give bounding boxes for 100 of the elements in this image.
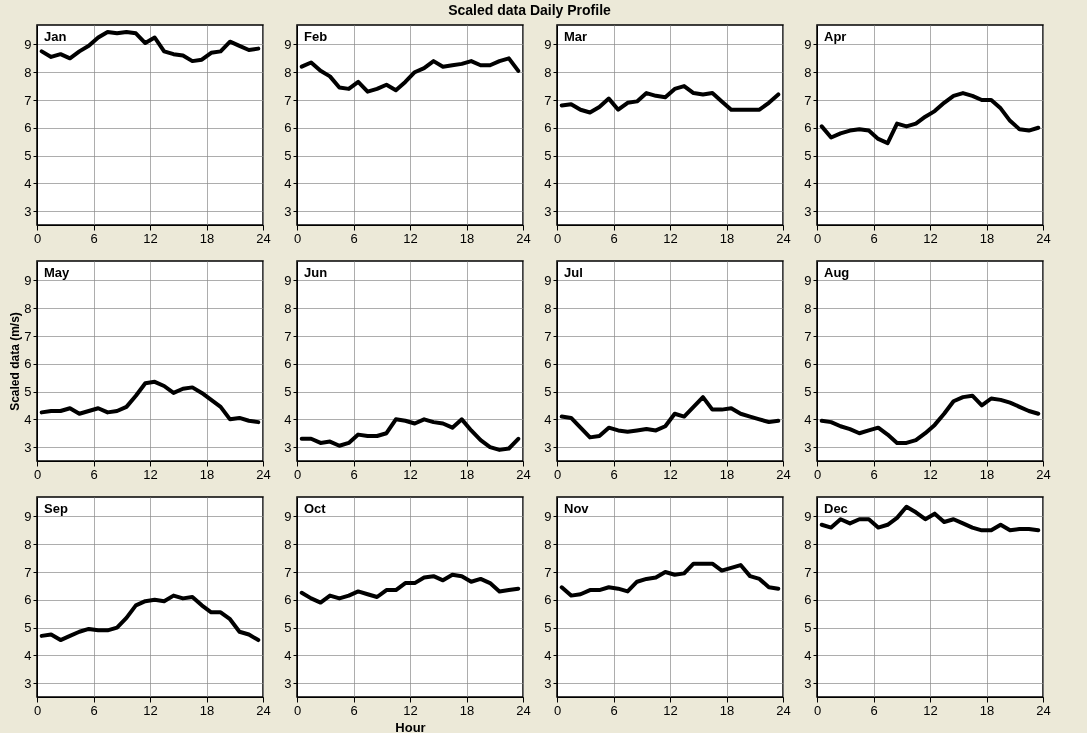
line-series — [559, 395, 781, 440]
y-tick-label: 5 — [284, 620, 292, 636]
y-tick-label: 4 — [24, 175, 32, 191]
x-tick-label: 6 — [870, 466, 878, 482]
x-tick-label: 18 — [979, 466, 995, 482]
chart-title: Sep — [44, 501, 68, 516]
chart-title: Jan — [44, 29, 67, 44]
y-tick-label: 9 — [284, 508, 292, 524]
y-tick-label: 4 — [284, 175, 292, 191]
y-tick-label: 5 — [544, 620, 552, 636]
y-tick-label: 7 — [544, 328, 552, 344]
chart-title: Mar — [564, 29, 588, 44]
y-tick-label: 8 — [24, 536, 32, 552]
x-tick-label: 6 — [350, 230, 358, 246]
y-tick-label: 4 — [544, 175, 552, 191]
y-tick-label: 4 — [804, 411, 812, 427]
y-tick-label: 7 — [544, 92, 552, 108]
y-tick-label: 8 — [284, 300, 292, 316]
x-tick-label: 12 — [663, 230, 678, 246]
y-tick-label: 4 — [804, 647, 812, 663]
x-axis-title: Hour — [395, 719, 426, 733]
y-tick-label: 9 — [24, 36, 32, 52]
y-tick-label: 6 — [544, 356, 552, 372]
y-tick-label: 5 — [544, 384, 552, 400]
y-tick-label: 4 — [284, 647, 292, 663]
x-tick-label: 6 — [350, 702, 358, 718]
y-tick-label: 3 — [24, 675, 32, 691]
chart-title: Apr — [824, 29, 847, 44]
x-tick-label: 24 — [1036, 230, 1051, 246]
line-series — [559, 561, 781, 598]
y-tick-label: 8 — [804, 64, 812, 80]
x-tick-label: 18 — [459, 230, 475, 246]
x-tick-label: 6 — [90, 702, 98, 718]
y-tick-label: 9 — [284, 272, 292, 288]
x-tick-label: 6 — [90, 466, 98, 482]
line-series — [39, 379, 261, 425]
y-tick-label: 9 — [804, 36, 812, 52]
y-tick-label: 7 — [284, 328, 292, 344]
x-tick-label: 12 — [663, 466, 678, 482]
y-tick-label: 4 — [804, 175, 812, 191]
line-series — [819, 91, 1041, 146]
y-tick-label: 9 — [544, 508, 552, 524]
y-tick-label: 6 — [804, 120, 812, 136]
text: Scaled data Daily Profile — [448, 2, 612, 19]
y-tick-label: 7 — [804, 564, 812, 580]
x-tick-label: 24 — [1036, 702, 1051, 718]
x-tick-label: 12 — [143, 702, 158, 718]
y-tick-label: 3 — [284, 439, 292, 455]
y-tick-label: 6 — [24, 356, 32, 372]
y-tick-label: 7 — [804, 328, 812, 344]
x-tick-label: 6 — [610, 230, 618, 246]
y-tick-label: 3 — [24, 439, 32, 455]
x-tick-label: 24 — [256, 466, 271, 482]
x-tick-label: 18 — [199, 702, 215, 718]
x-tick-label: 18 — [719, 466, 735, 482]
x-tick-label: 24 — [776, 466, 791, 482]
y-tick-label: 9 — [804, 508, 812, 524]
line-series — [39, 29, 261, 64]
x-tick-label: 24 — [256, 230, 271, 246]
x-tick-label: 0 — [33, 230, 42, 246]
y-tick-label: 9 — [544, 272, 552, 288]
y-tick-label: 4 — [544, 647, 552, 663]
y-tick-label: 6 — [24, 592, 32, 608]
x-tick-label: 18 — [979, 702, 995, 718]
x-tick-label: 18 — [199, 466, 215, 482]
y-tick-label: 4 — [544, 411, 552, 427]
line-series — [819, 504, 1041, 533]
y-tick-label: 3 — [544, 439, 552, 455]
y-tick-label: 3 — [544, 675, 552, 691]
line-series — [299, 417, 521, 452]
y-tick-label: 8 — [284, 536, 292, 552]
y-tick-label: 3 — [804, 675, 812, 691]
x-tick-label: 24 — [516, 702, 531, 718]
x-tick-label: 0 — [33, 702, 42, 718]
x-tick-label: 24 — [256, 702, 271, 718]
x-tick-label: 12 — [143, 466, 158, 482]
y-tick-label: 3 — [24, 203, 32, 219]
chart-title: Nov — [564, 501, 590, 516]
y-tick-label: 6 — [804, 592, 812, 608]
chart-title: Dec — [824, 501, 848, 516]
y-tick-label: 7 — [24, 564, 32, 580]
y-tick-label: 9 — [804, 272, 812, 288]
y-tick-label: 8 — [544, 536, 552, 552]
line-series — [299, 572, 521, 605]
x-tick-label: 0 — [813, 466, 822, 482]
line-series — [819, 393, 1041, 445]
y-tick-label: 3 — [804, 439, 812, 455]
y-tick-label: 5 — [284, 384, 292, 400]
y-tick-label: 7 — [24, 328, 32, 344]
x-tick-label: 6 — [870, 702, 878, 718]
line-series — [39, 593, 261, 643]
y-tick-label: 8 — [284, 64, 292, 80]
x-tick-label: 12 — [403, 230, 418, 246]
x-tick-label: 18 — [719, 702, 735, 718]
x-tick-label: 12 — [663, 702, 678, 718]
x-tick-label: 24 — [776, 230, 791, 246]
line-series — [559, 84, 781, 115]
y-tick-label: 6 — [544, 120, 552, 136]
x-tick-label: 18 — [459, 466, 475, 482]
x-tick-label: 12 — [143, 230, 158, 246]
